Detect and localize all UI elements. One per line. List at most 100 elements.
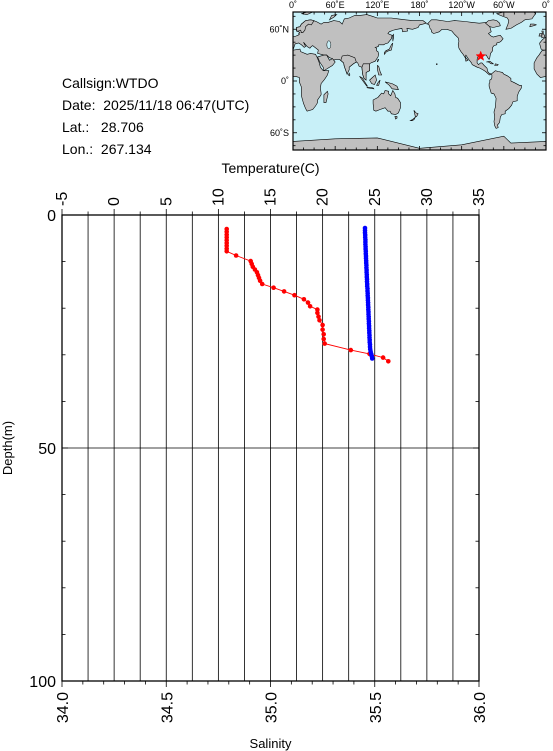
borneo-land bbox=[369, 74, 377, 85]
sri-lanka-land bbox=[348, 72, 351, 77]
map-lon-label: 60˚W bbox=[493, 0, 515, 10]
temperature-point bbox=[301, 297, 307, 302]
baffin-land bbox=[485, 19, 501, 28]
map-lat-label: 60˚N bbox=[269, 24, 289, 34]
madagascar-land bbox=[323, 90, 329, 103]
temperature-point bbox=[320, 327, 325, 332]
depth-axis-label: Depth(m) bbox=[0, 421, 15, 475]
antarctica-land bbox=[293, 135, 546, 150]
depth-tick-label: 50 bbox=[38, 441, 56, 458]
chart-grid bbox=[61, 215, 480, 681]
temperature-point bbox=[259, 281, 265, 287]
japan-land bbox=[384, 42, 394, 56]
temperature-tick-label: 10 bbox=[210, 188, 227, 206]
temperature-point bbox=[316, 314, 321, 319]
temperature-point bbox=[281, 289, 287, 294]
scandinavia-land bbox=[296, 19, 315, 34]
salinity-series bbox=[362, 225, 375, 361]
new-guinea-land bbox=[384, 81, 399, 90]
sea-asia-land bbox=[361, 63, 370, 81]
greenland-land bbox=[495, 12, 536, 30]
north-america-land bbox=[426, 19, 504, 76]
temperature-point bbox=[321, 336, 327, 342]
temperature-tick-label: 35 bbox=[471, 188, 488, 206]
world-map: 0˚ 60˚E 120˚E 180˚ 120˚W 60˚W 0˚ 60˚N 0˚ 60˚S bbox=[269, 0, 550, 151]
map-lon-label: 180˚ bbox=[410, 0, 428, 10]
depth-ticks bbox=[61, 209, 480, 687]
temperature-point bbox=[348, 347, 354, 353]
salinity-tick-label: 34.5 bbox=[159, 692, 176, 723]
salinity-tick-label: 36.0 bbox=[472, 692, 489, 723]
temperature-point bbox=[380, 355, 386, 360]
salinity-axis-label: Salinity bbox=[250, 736, 292, 751]
map-lon-label: 0˚ bbox=[289, 0, 297, 10]
iceland-land bbox=[529, 23, 538, 28]
landmasses bbox=[293, 12, 546, 150]
temperature-series bbox=[224, 226, 391, 364]
temperature-tick-label: 25 bbox=[367, 188, 384, 206]
temperature-point bbox=[320, 322, 325, 328]
lon-row: Lon.: 267.134 bbox=[62, 138, 249, 160]
station-info: Callsign:WTDO Date: 2025/11/18 06:47(UTC… bbox=[62, 72, 249, 160]
map-lon-label: 60˚E bbox=[326, 0, 345, 10]
map-lon-label: 120˚E bbox=[365, 0, 389, 10]
sakhalin-land bbox=[392, 33, 394, 42]
temperature-tick-label: 30 bbox=[419, 188, 436, 206]
callsign-text: Callsign:WTDO bbox=[62, 75, 159, 91]
lon-label: Lon.: bbox=[62, 141, 94, 157]
map-lon-label: 120˚W bbox=[448, 0, 475, 10]
map-lat-label: 60˚S bbox=[270, 128, 289, 138]
temperature-point bbox=[305, 300, 311, 305]
date-value: 2025/11/18 06:47(UTC) bbox=[103, 97, 250, 113]
temperature-point bbox=[224, 249, 229, 254]
temperature-point bbox=[307, 304, 313, 309]
red-star-icon bbox=[475, 50, 487, 61]
temperature-point bbox=[315, 307, 320, 312]
temperature-point bbox=[271, 285, 276, 291]
africa-west-edge bbox=[533, 49, 546, 78]
temperature-point bbox=[321, 332, 327, 337]
philippines-land bbox=[376, 64, 383, 76]
lat-value: 28.706 bbox=[100, 119, 144, 135]
temperature-point bbox=[257, 278, 263, 284]
lat-label: Lat.: bbox=[62, 119, 90, 135]
sulawesi-land bbox=[376, 79, 381, 86]
taiwan-land bbox=[377, 59, 380, 63]
depth-tick-label: 100 bbox=[29, 674, 56, 691]
hispaniola-land bbox=[494, 63, 499, 66]
lon-value: 267.134 bbox=[100, 141, 152, 157]
temperature-point bbox=[322, 341, 328, 346]
ireland-land bbox=[538, 33, 543, 37]
depth-tick-label: 0 bbox=[47, 208, 56, 225]
lat-row: Lat.: 28.706 bbox=[62, 116, 249, 138]
temperature-point bbox=[315, 310, 320, 316]
eurasia-land bbox=[293, 14, 428, 80]
south-america-land bbox=[488, 70, 522, 129]
temperature-axis-label: Temperature(C) bbox=[221, 160, 319, 176]
java-land bbox=[366, 86, 375, 90]
salinity-tick-label: 35.5 bbox=[368, 692, 385, 723]
temperature-tick-label: 20 bbox=[315, 188, 332, 206]
india-land bbox=[340, 54, 357, 75]
salinity-point bbox=[369, 356, 375, 361]
date-label: Date: bbox=[62, 97, 96, 113]
map-ticks bbox=[292, 12, 547, 150]
hawaii-land bbox=[436, 63, 438, 65]
arabia-land bbox=[317, 54, 336, 72]
salinity-tick-label: 34.0 bbox=[55, 692, 72, 723]
temperature-tick-label: 0 bbox=[106, 197, 123, 206]
temperature-point bbox=[233, 253, 239, 258]
caspian-sea bbox=[326, 40, 332, 50]
map-lat-label: 0˚ bbox=[281, 76, 289, 86]
temperature-tick-label: 5 bbox=[158, 197, 175, 206]
temperature-tick-label: -5 bbox=[54, 192, 71, 206]
temperature-tick-label: 15 bbox=[263, 188, 280, 206]
date-row: Date: 2025/11/18 06:47(UTC) bbox=[62, 94, 249, 116]
salinity-tick-label: 35.0 bbox=[264, 692, 281, 723]
new-zealand-land bbox=[409, 110, 419, 121]
temperature-point bbox=[386, 359, 391, 364]
map-lon-label: 0˚ bbox=[542, 0, 550, 10]
tasmania-land bbox=[394, 116, 398, 120]
africa-land bbox=[293, 48, 330, 112]
